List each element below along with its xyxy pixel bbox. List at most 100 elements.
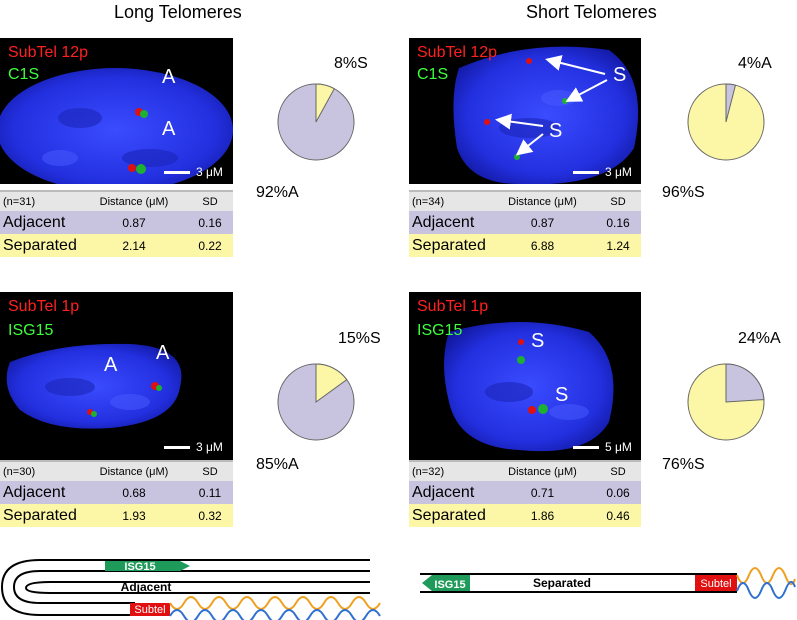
stats-table-short-12p: (n=34) Distance (μM) SD Adjacent 0.87 0.16 S…: [409, 190, 641, 257]
pie-minor-label: 24%A: [738, 330, 781, 347]
pie-chart-long-12p: [277, 83, 355, 161]
col-header-sd: SD: [595, 460, 641, 481]
pie-chart-short-12p: [687, 83, 765, 161]
sample-size: (n=30): [0, 460, 81, 481]
annotation-label: S: [613, 64, 627, 86]
green-signal: [91, 411, 97, 417]
sd-value: 0.11: [187, 481, 233, 504]
distance-value: 0.87: [81, 211, 187, 234]
col-header-distance: Distance (μM): [81, 460, 187, 481]
col-header-distance: Distance (μM): [490, 190, 595, 211]
sample-size: (n=31): [0, 190, 81, 211]
red-signal: [128, 164, 136, 172]
distance-value: 1.86: [490, 504, 595, 527]
pie-slice-minor: [725, 363, 765, 403]
stats-table-long-12p: (n=31) Distance (μM) SD Adjacent 0.87 0.16 S…: [0, 190, 233, 257]
red-signal: [484, 119, 490, 125]
row-label-separated: Separated: [0, 234, 81, 257]
row-label-adjacent: Adjacent: [0, 481, 81, 504]
channel-red-label: SubTel 1p: [417, 298, 489, 315]
sd-value: 0.16: [595, 211, 641, 234]
diagram-separated: ISG15 Separated Subtel: [420, 567, 796, 599]
nucleus-image: [6, 343, 182, 429]
scale-bar: 3 μM: [573, 165, 632, 179]
pie-minor-label: 8%S: [334, 55, 368, 72]
col-header-sd: SD: [595, 190, 641, 211]
annotation-label: A: [156, 342, 170, 364]
channel-green-label: C1S: [8, 66, 40, 83]
sd-value: 0.32: [187, 504, 233, 527]
pie-slice-minor: [315, 83, 335, 123]
stats-table-long-1p: (n=30) Distance (μM) SD Adjacent 0.68 0.11 S…: [0, 460, 233, 527]
sd-value: 0.46: [595, 504, 641, 527]
col-header-distance: Distance (μM): [81, 190, 187, 211]
red-signal: [526, 58, 532, 64]
scale-bar: 5 μM: [573, 440, 632, 454]
pie-major-label: 85%A: [256, 456, 299, 473]
sd-value: 1.24: [595, 234, 641, 257]
green-signal: [156, 385, 162, 391]
annotation-label: A: [162, 66, 176, 88]
svg-text:Subtel: Subtel: [134, 604, 165, 616]
green-signal: [562, 98, 568, 104]
row-label-adjacent: Adjacent: [409, 481, 490, 504]
annotation-label: A: [162, 118, 176, 140]
channel-red-label: SubTel 12p: [417, 44, 498, 61]
channel-red-label: SubTel 1p: [8, 298, 80, 315]
state-label: Separated: [533, 576, 591, 590]
gene-block: ISG15: [105, 561, 190, 573]
green-signal: [140, 110, 148, 118]
state-label: Adjacent: [121, 580, 172, 594]
sample-size: (n=32): [409, 460, 490, 481]
svg-text:ISG15: ISG15: [124, 561, 155, 573]
pie-chart-long-1p: [277, 363, 355, 441]
pie-major-label: 96%S: [662, 184, 705, 201]
sample-size: (n=34): [409, 190, 490, 211]
distance-value: 1.93: [81, 504, 187, 527]
row-label-separated: Separated: [409, 234, 490, 257]
distance-value: 0.71: [490, 481, 595, 504]
annotation-label: S: [531, 330, 545, 352]
scale-bar: 3 μM: [164, 165, 223, 179]
distance-value: 0.68: [81, 481, 187, 504]
pie-slice-minor: [315, 363, 348, 403]
channel-green-label: C1S: [417, 66, 449, 83]
pie-major-label: 92%A: [256, 184, 299, 201]
telomere-helix: [169, 596, 381, 620]
pie-minor-label: 15%S: [338, 330, 381, 347]
channel-red-label: SubTel 12p: [8, 44, 89, 61]
green-signal: [136, 164, 146, 174]
column-title-long: Long Telomeres: [114, 2, 242, 22]
annotation-label: S: [549, 120, 563, 142]
gene-block: ISG15: [422, 575, 470, 591]
sd-value: 0.06: [595, 481, 641, 504]
nucleus-image: [444, 322, 614, 452]
pie-minor-label: 4%A: [738, 55, 772, 72]
svg-text:ISG15: ISG15: [434, 579, 465, 591]
annotation-label: S: [555, 384, 569, 406]
green-signal: [514, 154, 520, 160]
distance-value: 6.88: [490, 234, 595, 257]
stats-table-short-1p: (n=32) Distance (μM) SD Adjacent 0.71 0.06 S…: [409, 460, 641, 527]
micrograph-short-1p: SubTel 1p ISG15 S S 5 μM: [409, 292, 641, 462]
annotation-label: A: [104, 354, 118, 376]
sd-value: 0.16: [187, 211, 233, 234]
channel-green-label: ISG15: [8, 322, 54, 339]
column-title-short: Short Telomeres: [526, 2, 657, 22]
col-header-distance: Distance (μM): [490, 460, 595, 481]
row-label-adjacent: Adjacent: [409, 211, 490, 234]
pie-slice-minor: [725, 83, 737, 123]
red-signal: [518, 339, 524, 345]
nucleus-image: [453, 46, 639, 184]
scale-bar: 3 μM: [164, 440, 223, 454]
channel-green-label: ISG15: [417, 322, 463, 339]
diagram-adjacent: ISG15 Adjacent Subtel: [0, 559, 381, 620]
svg-text:Subtel: Subtel: [700, 578, 731, 590]
row-label-separated: Separated: [409, 504, 490, 527]
micrograph-short-12p: SubTel 12p C1S S S 3 μM: [409, 38, 641, 184]
micrograph-long-12p: SubTel 12p C1S A A 3 μM: [0, 38, 233, 184]
red-signal: [528, 406, 536, 414]
green-signal: [538, 404, 548, 414]
row-label-adjacent: Adjacent: [0, 211, 81, 234]
subtel-block: Subtel: [130, 603, 170, 616]
